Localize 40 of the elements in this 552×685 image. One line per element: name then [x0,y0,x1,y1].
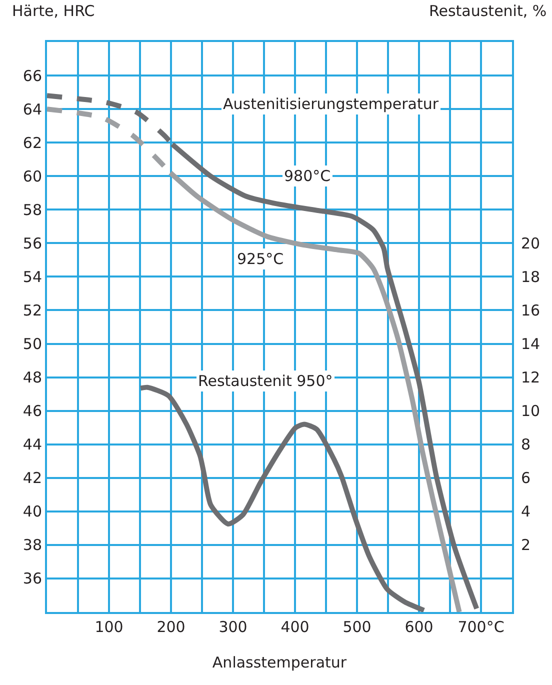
x-tick-label: 100 [94,618,124,636]
annotation: Austenitisierungstemperatur [223,95,440,113]
y-tick-label: 46 [22,402,42,420]
annotation: 980°C [284,167,331,185]
y2-axis-title: Restaustenit, % [429,2,547,20]
y-tick-label: 56 [22,234,42,252]
y-tick-label: 42 [22,469,42,488]
y-tick-label: 48 [22,368,42,387]
y2-tick-label: 18 [521,268,540,286]
y-axis-title: Härte, HRC [12,2,95,20]
x-tick-label: 200 [156,618,186,636]
y2-tick-label: 16 [521,301,540,320]
y2-tick-label: 4 [521,502,531,521]
y2-tick-label: 8 [521,436,531,454]
x-tick-label: 500 [342,618,372,636]
y2-tick-label: 20 [521,234,540,252]
annotation: 925°C [237,250,284,268]
y2-tick-label: 2 [521,536,531,554]
y-tick-label: 58 [22,200,42,219]
y-tick-label: 52 [22,301,42,320]
x-tick-label: 400 [280,618,310,636]
y2-tick-label: 12 [521,368,540,387]
y-tick-label: 38 [22,536,42,554]
y-tick-label: 44 [22,436,42,454]
annotation: Restaustenit 950° [198,372,333,390]
y-tick-label: 54 [22,268,42,286]
x-tick-label: 300 [218,618,248,636]
y-tick-label: 66 [22,66,42,85]
x-tick-label: 700°C [458,618,504,636]
x-axis-title: Anlasstemperatur [212,654,348,672]
y2-tick-label: 14 [521,335,540,354]
y-tick-label: 50 [22,335,42,354]
y-tick-label: 64 [22,100,42,118]
x-tick-label: 600 [404,618,434,636]
y-tick-label: 36 [22,570,42,588]
y-tick-label: 40 [22,502,42,521]
y-tick-label: 60 [22,167,42,186]
y2-tick-label: 10 [521,402,540,420]
y-tick-label: 62 [22,134,42,152]
y2-tick-label: 6 [521,469,531,488]
